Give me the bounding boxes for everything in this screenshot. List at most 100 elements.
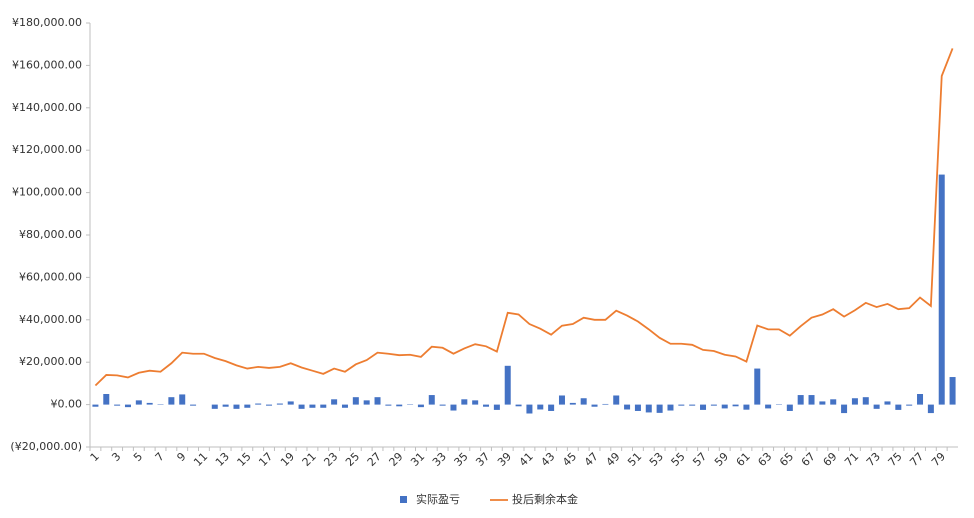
bar (862, 397, 869, 405)
bar (765, 404, 772, 409)
x-tick-label: 17 (256, 450, 275, 469)
x-tick-label: 51 (625, 450, 644, 469)
bar (298, 404, 305, 409)
bar (634, 404, 641, 411)
x-tick-label: 69 (820, 450, 839, 469)
bar (841, 404, 848, 414)
bar (624, 404, 631, 410)
y-tick-label: ¥20,000.00 (19, 355, 82, 368)
x-tick-label: 75 (886, 450, 905, 469)
bar (135, 400, 142, 405)
x-tick-label: 57 (690, 450, 709, 469)
x-tick-label: 1 (88, 450, 102, 464)
x-tick-label: 73 (864, 450, 883, 469)
x-tick-label: 9 (174, 450, 188, 464)
bar (124, 404, 131, 408)
x-tick-label: 5 (131, 450, 145, 464)
bar (656, 404, 663, 413)
x-tick-label: 37 (473, 450, 492, 469)
bar (504, 365, 511, 405)
bar (103, 394, 110, 405)
bar (255, 403, 262, 405)
bar (927, 404, 934, 414)
bar (428, 395, 435, 405)
x-tick-label: 3 (109, 450, 123, 464)
x-tick-label: 55 (669, 450, 688, 469)
x-tick-label: 7 (153, 450, 167, 464)
legend-swatch (400, 496, 407, 503)
bar (385, 404, 392, 406)
bar (396, 404, 403, 407)
bar (493, 404, 500, 410)
bar (851, 398, 858, 405)
line (94, 48, 954, 387)
bar (515, 404, 522, 407)
bar (374, 397, 381, 405)
x-tick-label: 27 (365, 450, 384, 469)
bar (233, 404, 240, 409)
x-tick-label: 13 (213, 450, 232, 469)
bar (873, 404, 880, 409)
bar (352, 397, 359, 405)
bar (906, 404, 913, 406)
bar (483, 404, 490, 407)
x-tick-label: 53 (647, 450, 666, 469)
x-tick-label: 25 (343, 450, 362, 469)
bar (569, 402, 576, 405)
bar (700, 404, 707, 410)
x-tick-label: 29 (386, 450, 405, 469)
x-tick-label: 65 (777, 450, 796, 469)
bar (450, 404, 457, 411)
x-tick-label: 47 (582, 450, 601, 469)
bar (287, 401, 294, 405)
bar (168, 397, 175, 405)
y-tick-label: ¥0.00 (51, 398, 83, 411)
x-tick-label: 41 (517, 450, 536, 469)
y-tick-label: ¥100,000.00 (12, 186, 82, 199)
x-tick-label: 71 (842, 450, 861, 469)
x-tick-label: 31 (408, 450, 427, 469)
x-tick-label: 43 (538, 450, 557, 469)
bar (244, 404, 251, 408)
bar (472, 400, 479, 405)
x-tick-label: 77 (907, 450, 926, 469)
x-tick-label: 15 (235, 450, 254, 469)
bar (331, 399, 338, 405)
bar (548, 404, 555, 411)
bar (808, 395, 815, 405)
y-tick-label: (¥20,000.00) (10, 440, 82, 453)
bar (266, 404, 273, 406)
x-tick-label: 67 (799, 450, 818, 469)
y-tick-label: ¥160,000.00 (12, 58, 82, 71)
x-tick-label: 63 (755, 450, 774, 469)
bar (439, 404, 446, 406)
bar (732, 404, 739, 407)
bar (884, 401, 891, 405)
bar (526, 404, 533, 414)
bar (949, 377, 956, 405)
bar (320, 404, 327, 408)
x-tick-label: 11 (191, 450, 210, 469)
y-tick-label: ¥80,000.00 (19, 228, 82, 241)
y-tick-label: ¥180,000.00 (12, 16, 82, 29)
x-tick-label: 49 (603, 450, 622, 469)
x-tick-label: 39 (495, 450, 514, 469)
bar (667, 404, 674, 411)
bar (613, 395, 620, 405)
x-tick-label: 23 (321, 450, 340, 469)
bar (602, 403, 609, 405)
bar (830, 399, 837, 405)
bar (558, 395, 565, 405)
x-tick-label: 21 (300, 450, 319, 469)
y-tick-label: ¥60,000.00 (19, 270, 82, 283)
bar (721, 404, 728, 409)
x-tick-label: 79 (929, 450, 948, 469)
bar (797, 395, 804, 405)
bar (309, 404, 316, 408)
bar (114, 404, 121, 406)
legend-label: 投后剩余本金 (512, 492, 578, 506)
bar (743, 404, 750, 410)
bar (92, 404, 99, 407)
bar (211, 404, 218, 409)
